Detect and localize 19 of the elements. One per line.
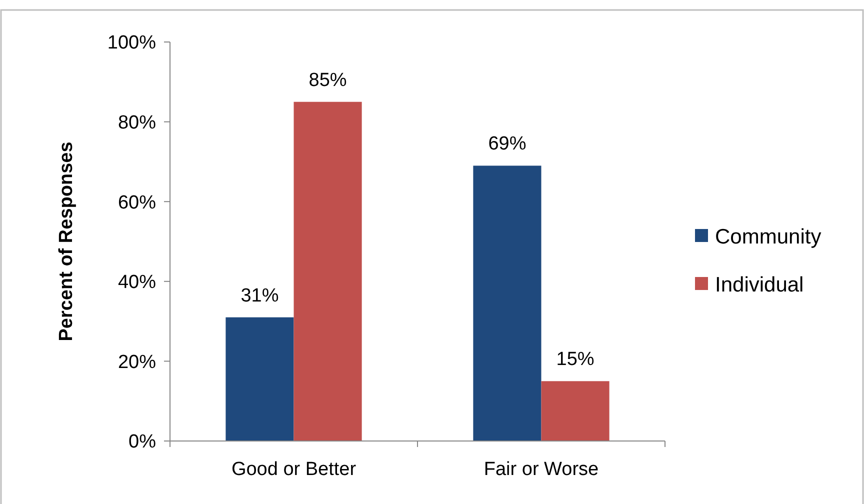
x-tick-label: Good or Better [231, 459, 357, 480]
x-tick-label: Fair or Worse [484, 459, 599, 480]
bar [226, 317, 294, 441]
legend-label: Individual [715, 273, 804, 296]
y-tick-label: 60% [118, 192, 156, 214]
bar [294, 102, 362, 441]
data-label: 31% [240, 285, 279, 306]
data-label: 85% [308, 70, 347, 91]
y-tick-label: 40% [118, 272, 156, 294]
data-label: 15% [556, 349, 594, 370]
data-label: 69% [488, 134, 526, 155]
bar [541, 381, 610, 441]
y-tick-label: 100% [107, 32, 156, 54]
bar [473, 166, 542, 441]
y-tick-label: 80% [118, 112, 156, 134]
legend-label: Community [715, 225, 822, 248]
y-axis-title: Percent of Responses [56, 142, 77, 342]
y-tick-label: 20% [118, 352, 156, 373]
y-tick-label: 0% [128, 432, 156, 453]
